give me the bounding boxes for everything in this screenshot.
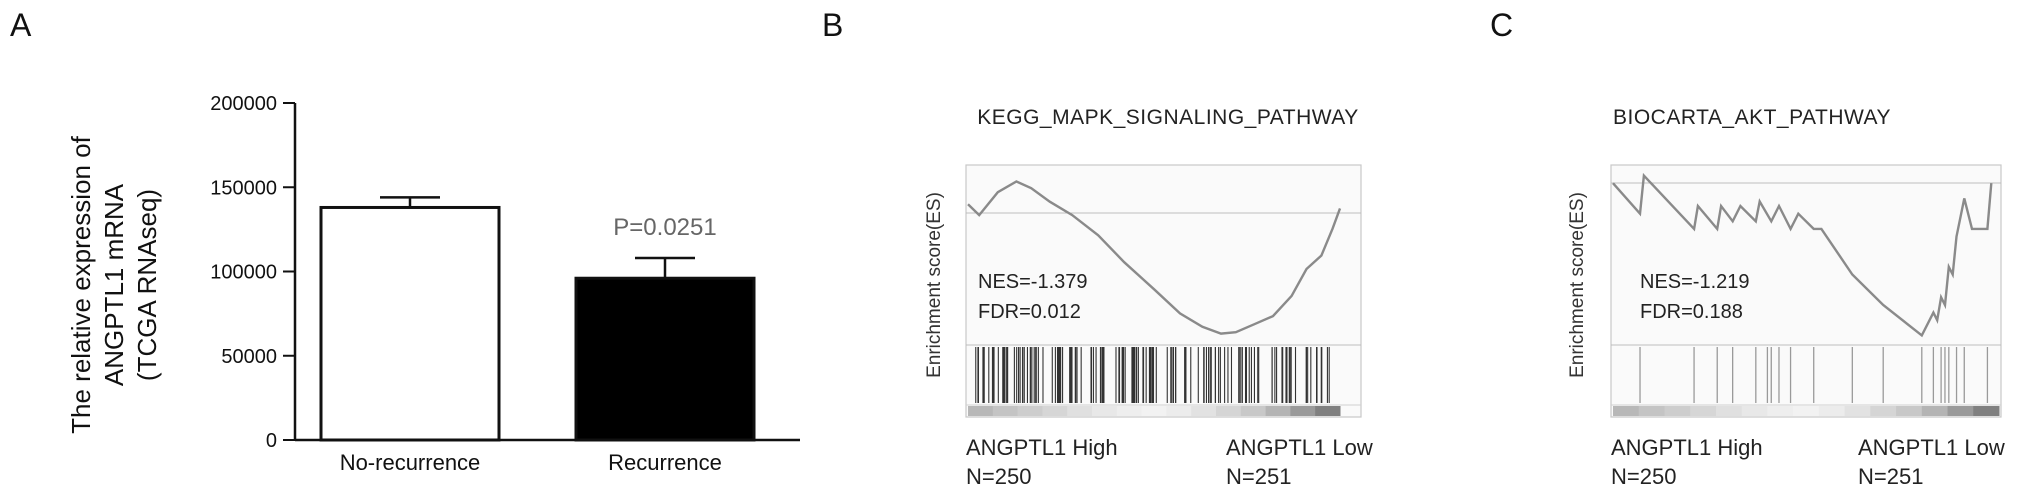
group-low-label-c: ANGPTL1 Low: [1858, 435, 2005, 460]
rank-ramp-segment: [1141, 406, 1167, 416]
rank-ramp-segment: [1896, 406, 1923, 416]
es-curve-b: [967, 180, 1342, 335]
rank-ramp-segment: [1844, 406, 1871, 416]
gene-hit-lines-b: [975, 347, 1330, 403]
y-tick-label: 0: [266, 430, 277, 452]
bar-recurrence: [574, 276, 756, 442]
rank-ramp-segment: [1638, 406, 1665, 416]
fdr-label-c: FDR=0.188: [1640, 301, 1743, 323]
rank-ramp-segment: [1973, 406, 2000, 416]
rank-ramp-segment: [1042, 406, 1068, 416]
y-axis-title-line-1: The relative expression of: [66, 135, 96, 433]
group-high-label-b: ANGPTL1 High: [966, 435, 1118, 460]
group-low-label-b: ANGPTL1 Low: [1226, 435, 1373, 460]
rank-ramp-segment: [1690, 406, 1717, 416]
rank-ramp-segment: [1191, 406, 1217, 416]
y-tick-label: 150000: [210, 177, 277, 199]
gene-hit-lines-c: [1639, 347, 1989, 403]
rank-ramp-segment: [1240, 406, 1267, 416]
rank-ramp-segment: [1315, 406, 1341, 416]
rank-ramp-segment: [1664, 406, 1691, 416]
x-tick-label-recurrence: Recurrence: [608, 450, 722, 475]
rank-color-ramp-b: [968, 406, 1341, 416]
y-ticks: 0 50000 100000 150000 200000: [210, 93, 295, 452]
rank-ramp-segment: [1092, 406, 1118, 416]
group-high-n-c: N=250: [1611, 464, 1676, 489]
bars: [319, 196, 756, 442]
fdr-label-b: FDR=0.012: [978, 301, 1081, 323]
group-low-n-b: N=251: [1226, 464, 1291, 489]
rank-ramp-segment: [1921, 406, 1949, 416]
panel-b: B KEGG_MAPK_SIGNALING_PATHWAY Enrichment…: [822, 7, 1373, 489]
nes-label-c: NES=-1.219: [1640, 271, 1750, 293]
rank-ramp-segment: [1767, 406, 1794, 416]
rank-ramp-segment: [1017, 406, 1043, 416]
panel-a: A The relative expression of ANGPTL1 mRN…: [10, 7, 800, 475]
rank-ramp-segment: [1741, 406, 1768, 416]
p-value-annotation: P=0.0251: [613, 214, 716, 241]
rank-ramp-segment: [1715, 406, 1743, 416]
gsea-title-b: KEGG_MAPK_SIGNALING_PATHWAY: [977, 106, 1358, 129]
gsea-y-label-b: Enrichment score(ES): [924, 192, 945, 378]
rank-ramp-segment: [1265, 406, 1291, 416]
rank-ramp-segment: [1290, 406, 1316, 416]
es-curve-c: [1612, 172, 1993, 338]
group-low-n-c: N=251: [1858, 464, 1923, 489]
gsea-frame-c: [1610, 164, 2002, 418]
group-high-n-b: N=250: [966, 464, 1031, 489]
x-tick-label-no-recurrence: No-recurrence: [340, 450, 481, 475]
y-axis-title-line-3: (TCGA RNAseq): [132, 189, 162, 381]
rank-ramp-segment: [1216, 406, 1242, 416]
rank-ramp-segment: [1870, 406, 1897, 416]
rank-ramp-segment: [1166, 406, 1192, 416]
y-tick-label: 100000: [210, 262, 277, 284]
rank-ramp-segment: [968, 406, 994, 416]
y-axis-title-line-2: ANGPTL1 mRNA: [99, 183, 129, 386]
rank-ramp-segment: [1818, 406, 1846, 416]
y-tick-label: 50000: [221, 346, 277, 368]
rank-ramp-segment: [1116, 406, 1143, 416]
rank-ramp-segment: [1067, 406, 1093, 416]
rank-ramp-segment: [1793, 406, 1820, 416]
group-high-label-c: ANGPTL1 High: [1611, 435, 1763, 460]
rank-color-ramp-c: [1613, 406, 2000, 416]
bar-no-recurrence: [319, 205, 501, 442]
gsea-y-label-c: Enrichment score(ES): [1567, 192, 1588, 378]
rank-ramp-segment: [1947, 406, 1974, 416]
panel-c: C BIOCARTA_AKT_PATHWAY Enrichment score(…: [1490, 7, 2005, 489]
panel-letter-a: A: [10, 7, 32, 43]
panel-letter-c: C: [1490, 7, 1513, 43]
rank-ramp-segment: [1613, 406, 1640, 416]
panel-letter-b: B: [822, 7, 843, 43]
nes-label-b: NES=-1.379: [978, 271, 1088, 293]
gsea-title-c: BIOCARTA_AKT_PATHWAY: [1613, 106, 1891, 129]
rank-ramp-segment: [992, 406, 1019, 416]
y-tick-label: 200000: [210, 93, 277, 115]
